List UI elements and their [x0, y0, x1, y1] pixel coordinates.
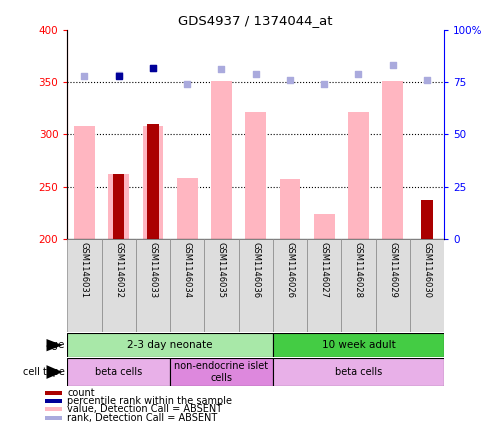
Point: [149, 65, 157, 72]
Point: [286, 77, 294, 83]
Point: [389, 62, 397, 69]
FancyBboxPatch shape: [273, 239, 307, 332]
Text: GSM1146029: GSM1146029: [388, 242, 397, 298]
Text: value, Detection Call = ABSENT: value, Detection Call = ABSENT: [67, 404, 222, 414]
FancyBboxPatch shape: [273, 358, 444, 386]
Text: age: age: [45, 340, 65, 350]
Text: GSM1146031: GSM1146031: [80, 242, 89, 298]
Text: GSM1146032: GSM1146032: [114, 242, 123, 298]
FancyBboxPatch shape: [341, 239, 376, 332]
Point: [218, 66, 226, 73]
Bar: [45, 416, 62, 420]
Text: 2-3 day neonate: 2-3 day neonate: [127, 340, 213, 350]
FancyBboxPatch shape: [239, 239, 273, 332]
Text: GSM1146034: GSM1146034: [183, 242, 192, 298]
Bar: [45, 399, 62, 403]
Text: percentile rank within the sample: percentile rank within the sample: [67, 396, 232, 406]
FancyBboxPatch shape: [410, 239, 444, 332]
Text: GSM1146026: GSM1146026: [285, 242, 294, 298]
Polygon shape: [46, 339, 62, 351]
Point: [251, 70, 259, 77]
Text: cell type: cell type: [23, 367, 65, 377]
FancyBboxPatch shape: [205, 239, 239, 332]
Bar: [177, 178, 198, 239]
FancyBboxPatch shape: [102, 239, 136, 332]
Point: [115, 71, 123, 78]
Bar: [45, 391, 62, 395]
Text: 10 week adult: 10 week adult: [322, 340, 395, 350]
Title: GDS4937 / 1374044_at: GDS4937 / 1374044_at: [179, 14, 333, 27]
FancyBboxPatch shape: [273, 333, 444, 357]
Bar: [348, 113, 369, 239]
Text: GSM1146036: GSM1146036: [251, 242, 260, 298]
Bar: [147, 124, 159, 239]
Text: GSM1146030: GSM1146030: [423, 242, 432, 298]
FancyBboxPatch shape: [307, 239, 341, 332]
Point: [423, 77, 431, 83]
Text: GSM1146033: GSM1146033: [149, 242, 158, 298]
FancyBboxPatch shape: [67, 333, 273, 357]
Bar: [108, 174, 129, 239]
Text: count: count: [67, 388, 95, 398]
FancyBboxPatch shape: [67, 358, 170, 386]
Text: GSM1146028: GSM1146028: [354, 242, 363, 298]
FancyBboxPatch shape: [170, 239, 205, 332]
Point: [320, 81, 328, 88]
Bar: [113, 174, 124, 239]
Bar: [314, 214, 334, 239]
Bar: [74, 126, 95, 239]
Text: rank, Detection Call = ABSENT: rank, Detection Call = ABSENT: [67, 413, 218, 423]
Polygon shape: [46, 365, 62, 379]
Point: [149, 65, 157, 72]
Bar: [382, 81, 403, 239]
Point: [80, 72, 88, 79]
Bar: [421, 200, 433, 239]
FancyBboxPatch shape: [376, 239, 410, 332]
Point: [115, 72, 123, 79]
Point: [354, 70, 362, 77]
FancyBboxPatch shape: [170, 358, 273, 386]
Text: GSM1146035: GSM1146035: [217, 242, 226, 298]
FancyBboxPatch shape: [136, 239, 170, 332]
Bar: [143, 126, 163, 239]
Bar: [211, 81, 232, 239]
FancyBboxPatch shape: [67, 239, 102, 332]
Bar: [45, 407, 62, 411]
Point: [183, 81, 191, 88]
Text: beta cells: beta cells: [95, 367, 142, 377]
Text: GSM1146027: GSM1146027: [320, 242, 329, 298]
Text: non-endocrine islet
cells: non-endocrine islet cells: [175, 361, 268, 383]
Bar: [280, 179, 300, 239]
Text: beta cells: beta cells: [335, 367, 382, 377]
Bar: [246, 113, 266, 239]
